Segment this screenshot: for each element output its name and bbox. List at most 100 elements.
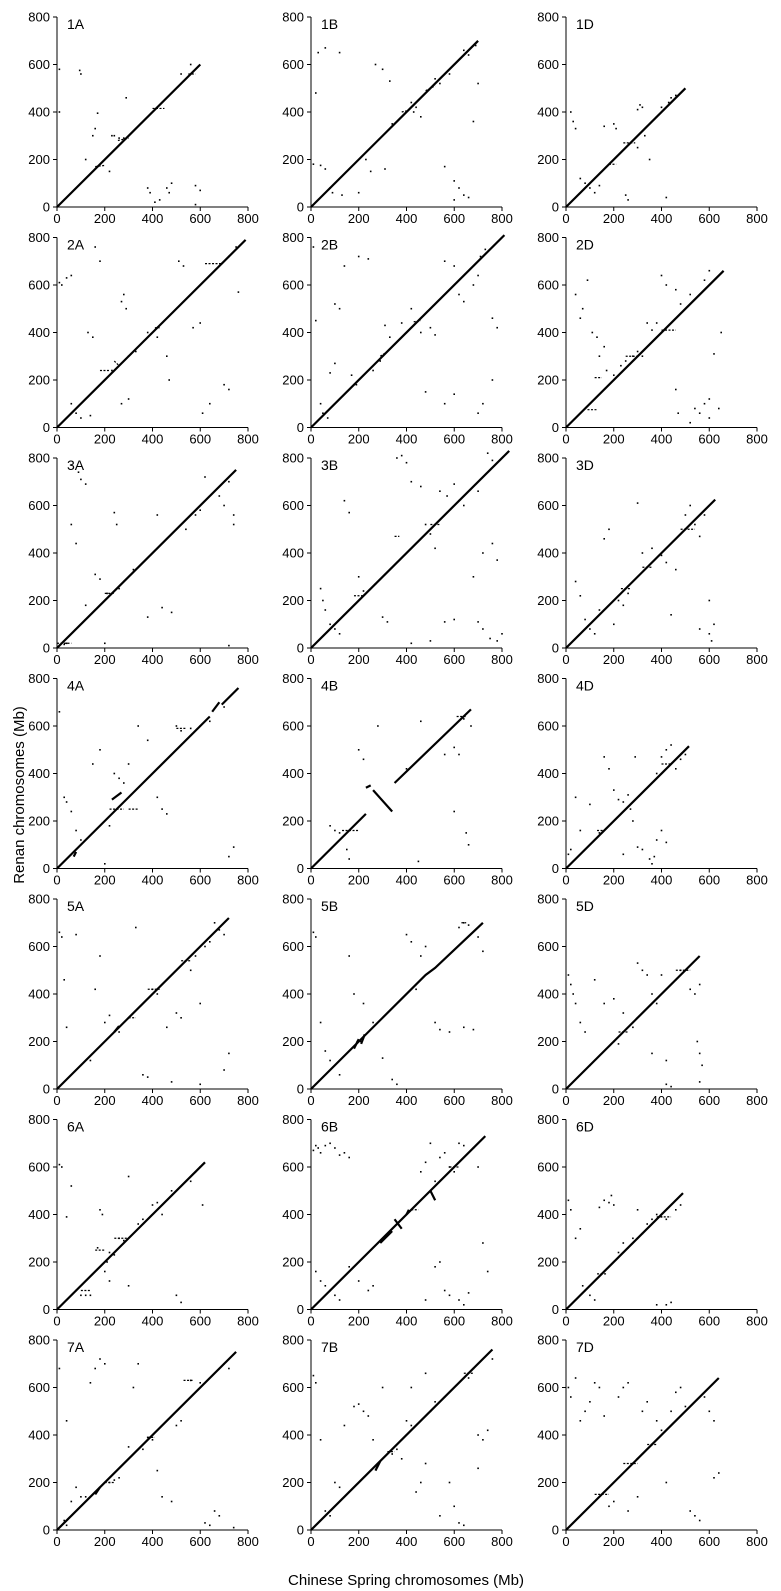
y-tick-label: 600 <box>282 939 304 954</box>
dot-point <box>78 69 81 72</box>
dot-point <box>420 955 422 957</box>
dot-point <box>482 402 484 405</box>
dot-point <box>65 277 68 279</box>
dot-point <box>135 926 137 929</box>
dot-point <box>146 1076 149 1078</box>
dot-point <box>675 568 677 571</box>
dot-point <box>123 293 125 296</box>
dot-point <box>443 260 446 262</box>
dot-point <box>166 1026 168 1029</box>
dot-point <box>622 1242 625 1244</box>
dot-point <box>338 1074 341 1076</box>
dot-point <box>677 412 679 414</box>
dot-point <box>146 331 149 334</box>
inversion-segment <box>393 1218 403 1230</box>
dot-point <box>189 1379 192 1382</box>
dot-point <box>89 1294 92 1297</box>
y-tick-label: 0 <box>552 200 559 215</box>
dot-point <box>108 825 111 827</box>
dot-point <box>389 80 391 82</box>
dot-point <box>667 101 670 104</box>
dot-point <box>646 1401 648 1403</box>
dot-point <box>96 112 99 114</box>
dot-point <box>665 284 668 286</box>
dot-point <box>151 1204 154 1206</box>
dot-point <box>156 1201 159 1204</box>
dot-point <box>65 1524 68 1527</box>
y-tick-label: 200 <box>28 593 50 608</box>
panel-6B: 0 200 400 600 800 0 200 400 600 800 6B <box>282 1112 513 1329</box>
dot-point <box>589 1294 591 1297</box>
dot-point <box>636 108 639 111</box>
dot-point <box>108 1251 111 1254</box>
dot-point <box>641 106 644 109</box>
dot-point <box>689 1510 691 1512</box>
dot-point <box>127 1285 130 1287</box>
dot-point <box>472 576 475 578</box>
dot-point <box>570 848 572 851</box>
dot-point <box>312 1374 315 1377</box>
dot-point <box>178 260 180 262</box>
dot-point <box>127 1175 130 1178</box>
panel-1A: 0 200 400 600 800 0 200 400 600 800 1A <box>28 10 259 227</box>
dot-point <box>458 187 460 189</box>
y-tick-label: 200 <box>28 152 50 167</box>
dot-point <box>415 1491 417 1493</box>
dot-point <box>698 1519 701 1522</box>
dot-point <box>75 1289 77 1292</box>
dot-point <box>477 490 479 492</box>
dot-point <box>448 1481 451 1484</box>
panel-4B: 0 200 400 600 800 0 200 400 600 800 4B <box>282 671 513 888</box>
dot-point <box>696 1040 699 1043</box>
y-tick-label: 600 <box>537 498 559 513</box>
dot-point <box>61 936 63 938</box>
dot-point <box>655 1002 658 1005</box>
dot-point <box>410 1424 413 1427</box>
panel-title: 2A <box>67 237 85 253</box>
collinearity-line <box>565 87 687 208</box>
duplication-segment <box>379 350 388 357</box>
dot-point <box>199 725 201 727</box>
collinearity-line <box>310 1348 494 1531</box>
dot-point <box>670 1410 672 1413</box>
x-tick-label: 800 <box>491 1534 513 1549</box>
dot-point <box>209 720 211 723</box>
dot-point <box>424 391 427 393</box>
dot-point <box>146 739 149 742</box>
dot-point <box>627 1510 629 1512</box>
panel-title: 3A <box>67 457 85 473</box>
y-tick-label: 0 <box>297 861 304 876</box>
dot-point <box>708 599 711 602</box>
dot-point <box>108 170 111 173</box>
dot-point <box>324 1285 327 1287</box>
dot-point <box>175 1424 178 1427</box>
panel-title: 4A <box>67 678 85 694</box>
dot-point <box>199 1382 201 1384</box>
y-tick-label: 600 <box>537 939 559 954</box>
dot-point <box>648 858 651 860</box>
dot-point <box>75 1486 77 1489</box>
dot-point <box>443 753 446 756</box>
x-tick-label: 600 <box>443 873 465 888</box>
dot-point <box>75 829 77 832</box>
dot-point <box>608 528 610 531</box>
dot-point <box>598 184 601 187</box>
dot-point <box>334 1294 336 1297</box>
dot-point <box>655 116 658 118</box>
y-tick-label: 200 <box>537 152 559 167</box>
dot-point <box>655 1213 658 1216</box>
y-tick-label: 200 <box>282 593 304 608</box>
dot-point <box>710 640 713 642</box>
dot-point <box>477 1434 479 1436</box>
dot-point <box>665 841 668 844</box>
dot-point <box>168 191 170 194</box>
dot-point <box>146 187 149 189</box>
dot-point <box>584 1289 586 1292</box>
dot-point <box>622 604 625 607</box>
inversion-segment <box>405 1209 410 1215</box>
inversion-segment <box>379 1230 393 1244</box>
dot-point <box>389 336 391 338</box>
dot-point <box>334 362 336 365</box>
dot-point <box>400 454 403 457</box>
x-tick-label: 0 <box>307 1534 314 1549</box>
